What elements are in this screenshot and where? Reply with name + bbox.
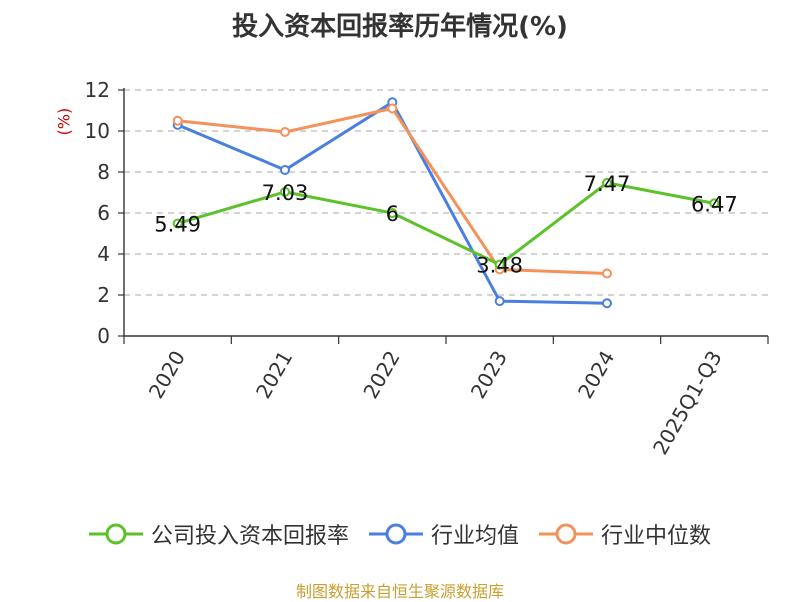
x-tick-label-5: 2025Q1-Q3 <box>648 347 727 459</box>
series-1-point-4 <box>602 298 612 309</box>
legend-item-industry-mean[interactable]: 行业均值 <box>368 518 519 550</box>
legend-swatch-company <box>88 523 143 545</box>
series-0-point-1 <box>280 186 290 197</box>
series-1-point-1 <box>280 164 290 175</box>
legend-item-company[interactable]: 公司投入资本回报率 <box>88 518 349 550</box>
y-tick-label-0: 0 <box>97 324 110 348</box>
series-line-0 <box>177 181 715 267</box>
data-source-note: 制图数据来自恒生聚源数据库 <box>295 582 504 601</box>
series-2-point-1 <box>280 127 290 138</box>
series-0-point-0 <box>172 218 183 229</box>
x-tick-labels: 2020 2021 2022 2023 2024 2025Q1-Q3 <box>144 346 727 458</box>
data-label-1: 7.03 <box>262 181 309 205</box>
y-tick-label-5: 10 <box>85 119 110 143</box>
x-tick-label-4: 2024 <box>573 347 619 403</box>
y-tick-label-3: 6 <box>97 201 110 225</box>
x-tick-label-0: 2020 <box>144 347 190 403</box>
x-tick-label-2: 2022 <box>358 347 404 403</box>
y-tick-label-4: 8 <box>97 160 110 184</box>
data-label-3: 3.48 <box>476 254 523 278</box>
data-labels: 5.49 7.03 6 3.48 7.47 6.47 <box>154 172 737 278</box>
gridlines <box>124 89 768 296</box>
series-0-point-2 <box>387 208 398 218</box>
series-line-2 <box>177 106 608 275</box>
legend-label-industry-mean: 行业均值 <box>430 524 519 549</box>
data-label-4: 7.47 <box>584 172 631 196</box>
series-2-point-4 <box>602 268 612 279</box>
data-label-2: 6 <box>386 202 399 226</box>
series-2-point-0 <box>172 115 183 126</box>
legend-item-industry-median[interactable]: 行业中位数 <box>539 518 711 550</box>
series-0-point-5 <box>709 198 720 209</box>
x-tick-label-1: 2021 <box>251 347 297 403</box>
legend-marker-industry-mean <box>385 523 407 545</box>
chart-title: 投入资本回报率历年情况(%) <box>232 12 568 42</box>
y-tick-label-1: 2 <box>97 283 110 307</box>
legend-label-industry-median: 行业中位数 <box>601 524 712 549</box>
legend-swatch-industry-median <box>539 523 593 545</box>
y-tick-label-6: 12 <box>85 78 110 102</box>
data-label-0: 5.49 <box>154 212 201 236</box>
axes <box>118 88 769 344</box>
legend-marker-industry-median <box>555 523 577 545</box>
data-label-5: 6.47 <box>691 192 738 216</box>
y-tick-labels: 0 2 4 6 8 10 12 <box>85 78 110 348</box>
y-tick-label-2: 4 <box>97 242 110 266</box>
series-lines <box>172 97 720 309</box>
legend: 公司投入资本回报率 行业均值 行业中位数 <box>0 518 800 550</box>
series-1-point-3 <box>494 296 505 307</box>
series-0-point-4 <box>602 177 612 188</box>
legend-label-company: 公司投入资本回报率 <box>150 524 349 549</box>
series-2-point-2 <box>387 103 398 114</box>
legend-marker-company <box>105 523 127 545</box>
legend-swatch-industry-mean <box>368 523 423 545</box>
series-0-point-3 <box>494 259 505 270</box>
x-tick-label-3: 2023 <box>466 346 512 402</box>
